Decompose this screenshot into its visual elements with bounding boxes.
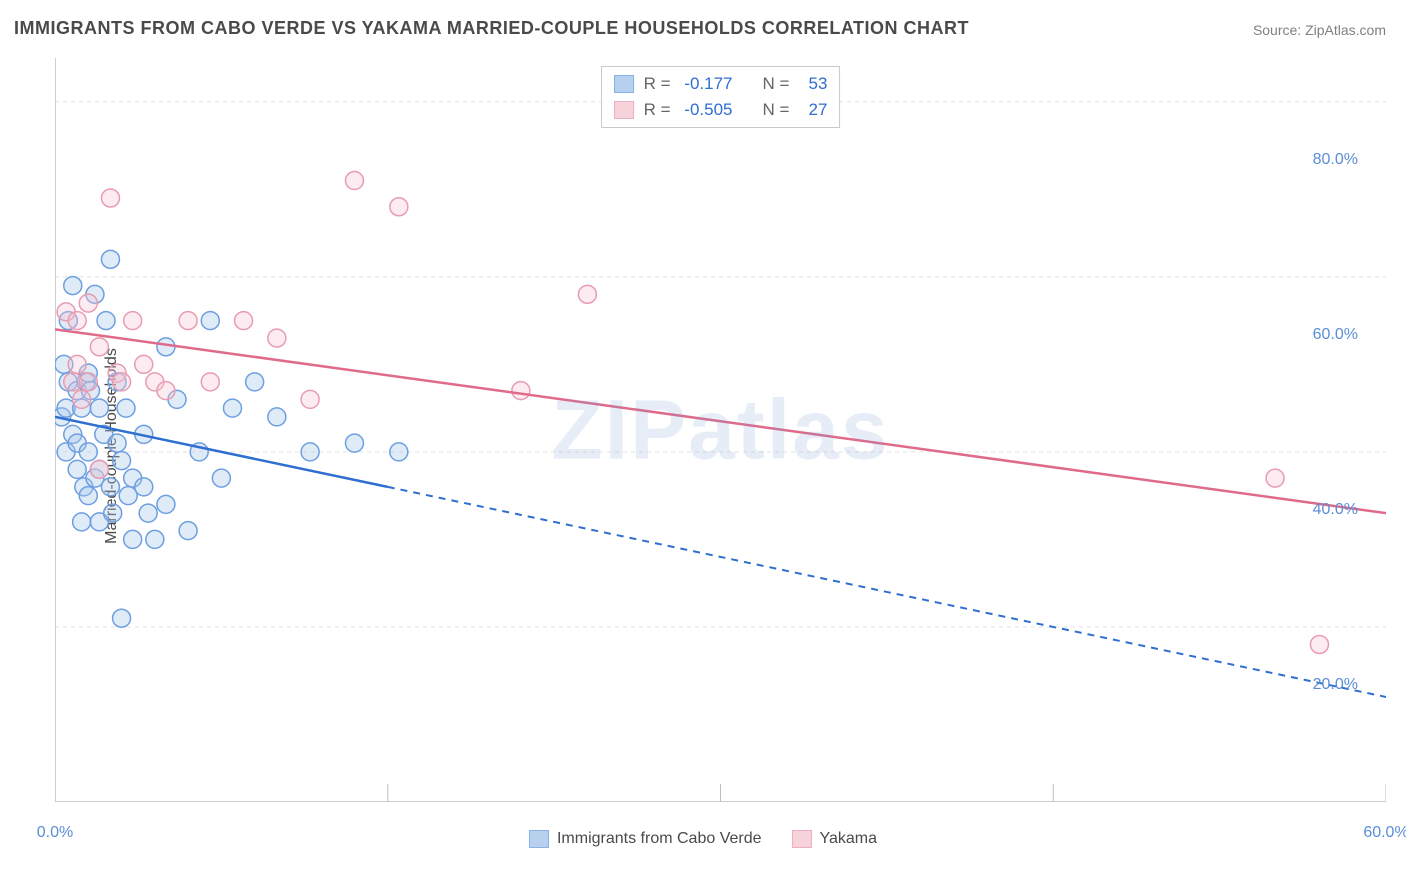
data-point — [79, 294, 97, 312]
n-value: 53 — [799, 74, 827, 94]
n-value: 27 — [799, 100, 827, 120]
data-point — [390, 443, 408, 461]
data-point — [68, 312, 86, 330]
r-value: -0.505 — [681, 100, 733, 120]
plot-area: ZIPatlas R =-0.177N =53R =-0.505N =27 20… — [55, 58, 1386, 802]
n-label: N = — [763, 100, 790, 120]
data-point — [512, 382, 530, 400]
data-point — [268, 329, 286, 347]
correlation-row: R = -0.177 N = 53 — [614, 71, 828, 97]
data-point — [1266, 469, 1284, 487]
legend-swatch — [614, 75, 634, 93]
data-point — [157, 382, 175, 400]
data-point — [235, 312, 253, 330]
x-tick-label: 60.0% — [1363, 824, 1406, 842]
data-point — [124, 312, 142, 330]
data-point — [390, 198, 408, 216]
data-point — [101, 189, 119, 207]
legend-label: Yakama — [820, 830, 878, 848]
data-point — [113, 452, 131, 470]
data-point — [68, 460, 86, 478]
data-point — [301, 443, 319, 461]
legend-item: Immigrants from Cabo Verde — [529, 830, 762, 848]
legend-swatch — [614, 101, 634, 119]
x-tick-label: 0.0% — [37, 824, 73, 842]
chart-title: IMMIGRANTS FROM CABO VERDE VS YAKAMA MAR… — [14, 18, 969, 39]
regression-line — [55, 329, 1386, 513]
data-point — [246, 373, 264, 391]
data-point — [157, 338, 175, 356]
y-tick-label: 80.0% — [1313, 151, 1358, 169]
y-axis-tick-labels: 20.0% 40.0% 60.0% 80.0% — [1298, 116, 1358, 712]
data-point — [135, 355, 153, 373]
data-point — [79, 373, 97, 391]
data-point — [79, 487, 97, 505]
bottom-legend: Immigrants from Cabo Verde Yakama — [529, 830, 877, 848]
data-point — [124, 530, 142, 548]
data-point — [201, 312, 219, 330]
data-point — [108, 434, 126, 452]
data-point — [113, 373, 131, 391]
data-point — [101, 250, 119, 268]
r-label: R = — [644, 100, 671, 120]
data-point — [179, 312, 197, 330]
legend-swatch — [529, 830, 549, 848]
data-point — [578, 285, 596, 303]
data-point — [97, 312, 115, 330]
chart-container: IMMIGRANTS FROM CABO VERDE VS YAKAMA MAR… — [0, 0, 1406, 892]
source-attribution: Source: ZipAtlas.com — [1253, 22, 1386, 38]
r-label: R = — [644, 74, 671, 94]
data-point — [64, 277, 82, 295]
data-point — [90, 460, 108, 478]
scatter-plot-svg — [55, 58, 1386, 802]
data-point — [113, 609, 131, 627]
data-point — [139, 504, 157, 522]
data-point — [345, 172, 363, 190]
data-point — [223, 399, 241, 417]
data-point — [146, 530, 164, 548]
n-label: N = — [763, 74, 790, 94]
y-tick-label: 40.0% — [1313, 501, 1358, 519]
data-point — [268, 408, 286, 426]
r-value: -0.177 — [681, 74, 733, 94]
y-tick-label: 60.0% — [1313, 326, 1358, 344]
data-point — [345, 434, 363, 452]
data-point — [79, 443, 97, 461]
data-point — [104, 504, 122, 522]
data-point — [201, 373, 219, 391]
legend-item: Yakama — [792, 830, 878, 848]
legend-label: Immigrants from Cabo Verde — [557, 830, 762, 848]
correlation-row: R = -0.505 N = 27 — [614, 97, 828, 123]
data-point — [135, 478, 153, 496]
data-point — [157, 495, 175, 513]
data-point — [73, 390, 91, 408]
data-point — [73, 513, 91, 531]
correlation-legend-box: R = -0.177 N = 53 R = -0.505 N = 27 — [601, 66, 841, 128]
data-point — [101, 478, 119, 496]
legend-swatch — [792, 830, 812, 848]
data-point — [212, 469, 230, 487]
data-point — [68, 355, 86, 373]
data-point — [90, 399, 108, 417]
data-point — [179, 522, 197, 540]
data-point — [90, 338, 108, 356]
regression-line-extrapolated — [388, 487, 1386, 697]
y-tick-label: 20.0% — [1313, 676, 1358, 694]
data-point — [301, 390, 319, 408]
data-point — [117, 399, 135, 417]
